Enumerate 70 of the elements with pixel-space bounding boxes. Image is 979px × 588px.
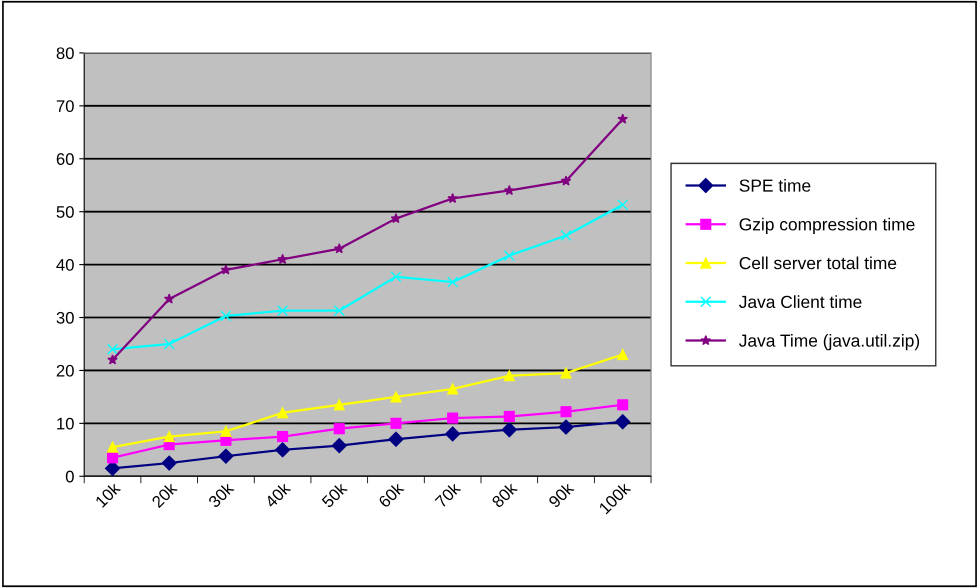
- point: [220, 426, 232, 437]
- point: [560, 175, 572, 186]
- x-tick-label: 60k: [378, 481, 405, 508]
- point: [277, 254, 288, 264]
- y-tick-label: 60: [56, 153, 74, 165]
- point: [504, 184, 515, 196]
- x-tick-label: 70k: [434, 481, 462, 508]
- legend-label: Java Time (java.util.zip): [739, 334, 920, 350]
- point: [164, 431, 175, 442]
- y-tick-label: 70: [56, 100, 74, 112]
- point: [107, 354, 118, 364]
- point: [388, 432, 404, 447]
- point: [615, 414, 630, 430]
- point: [558, 419, 574, 435]
- point: [334, 399, 345, 410]
- point: [218, 448, 234, 464]
- point: [504, 370, 515, 382]
- point: [560, 406, 572, 418]
- point: [277, 407, 288, 418]
- point: [277, 431, 288, 442]
- point: [617, 349, 628, 360]
- point: [445, 426, 460, 442]
- point: [390, 213, 402, 224]
- y-tick-label: 10: [57, 418, 74, 430]
- x-tick-label: 10k: [94, 481, 122, 508]
- x-tick-label: 20k: [150, 481, 178, 508]
- point: [447, 192, 458, 204]
- x-tick-label: 40k: [264, 481, 292, 509]
- legend-label: Gzip compression time: [740, 218, 915, 234]
- point: [334, 305, 345, 316]
- point: [334, 423, 345, 434]
- x-tick-label: 80k: [490, 481, 518, 508]
- point: [560, 230, 572, 242]
- point: [390, 391, 402, 402]
- point: [164, 338, 175, 350]
- y-tick-label: 30: [56, 312, 74, 324]
- point: [332, 438, 347, 454]
- point: [447, 383, 458, 395]
- point: [560, 368, 572, 379]
- point: [106, 452, 118, 464]
- point: [106, 442, 118, 453]
- point: [390, 271, 402, 282]
- point: [504, 410, 515, 422]
- x-tick-label: 90k: [548, 481, 575, 508]
- point: [617, 399, 628, 410]
- legend-label: Cell server total time: [740, 256, 896, 270]
- y-tick-label: 20: [56, 364, 74, 377]
- point: [334, 243, 345, 254]
- point: [617, 114, 628, 124]
- point: [164, 293, 175, 304]
- point: [447, 412, 458, 424]
- x-tick-label: 30k: [207, 481, 235, 508]
- point: [277, 305, 288, 316]
- y-tick-label: 50: [56, 206, 74, 218]
- y-tick-label: 0: [66, 470, 74, 482]
- y-tick-label: 80: [56, 47, 74, 60]
- legend-label: SPE time: [740, 179, 810, 192]
- legend-label: Java Client time: [739, 295, 862, 308]
- point: [502, 422, 517, 438]
- point: [390, 418, 402, 429]
- point: [447, 276, 458, 288]
- point: [162, 455, 177, 471]
- point: [106, 344, 118, 355]
- point: [617, 199, 628, 210]
- point: [220, 264, 232, 275]
- x-tick-label: 50k: [320, 481, 348, 508]
- point: [504, 250, 515, 262]
- point: [275, 442, 290, 458]
- point: [220, 310, 232, 322]
- y-tick-label: 40: [56, 259, 74, 271]
